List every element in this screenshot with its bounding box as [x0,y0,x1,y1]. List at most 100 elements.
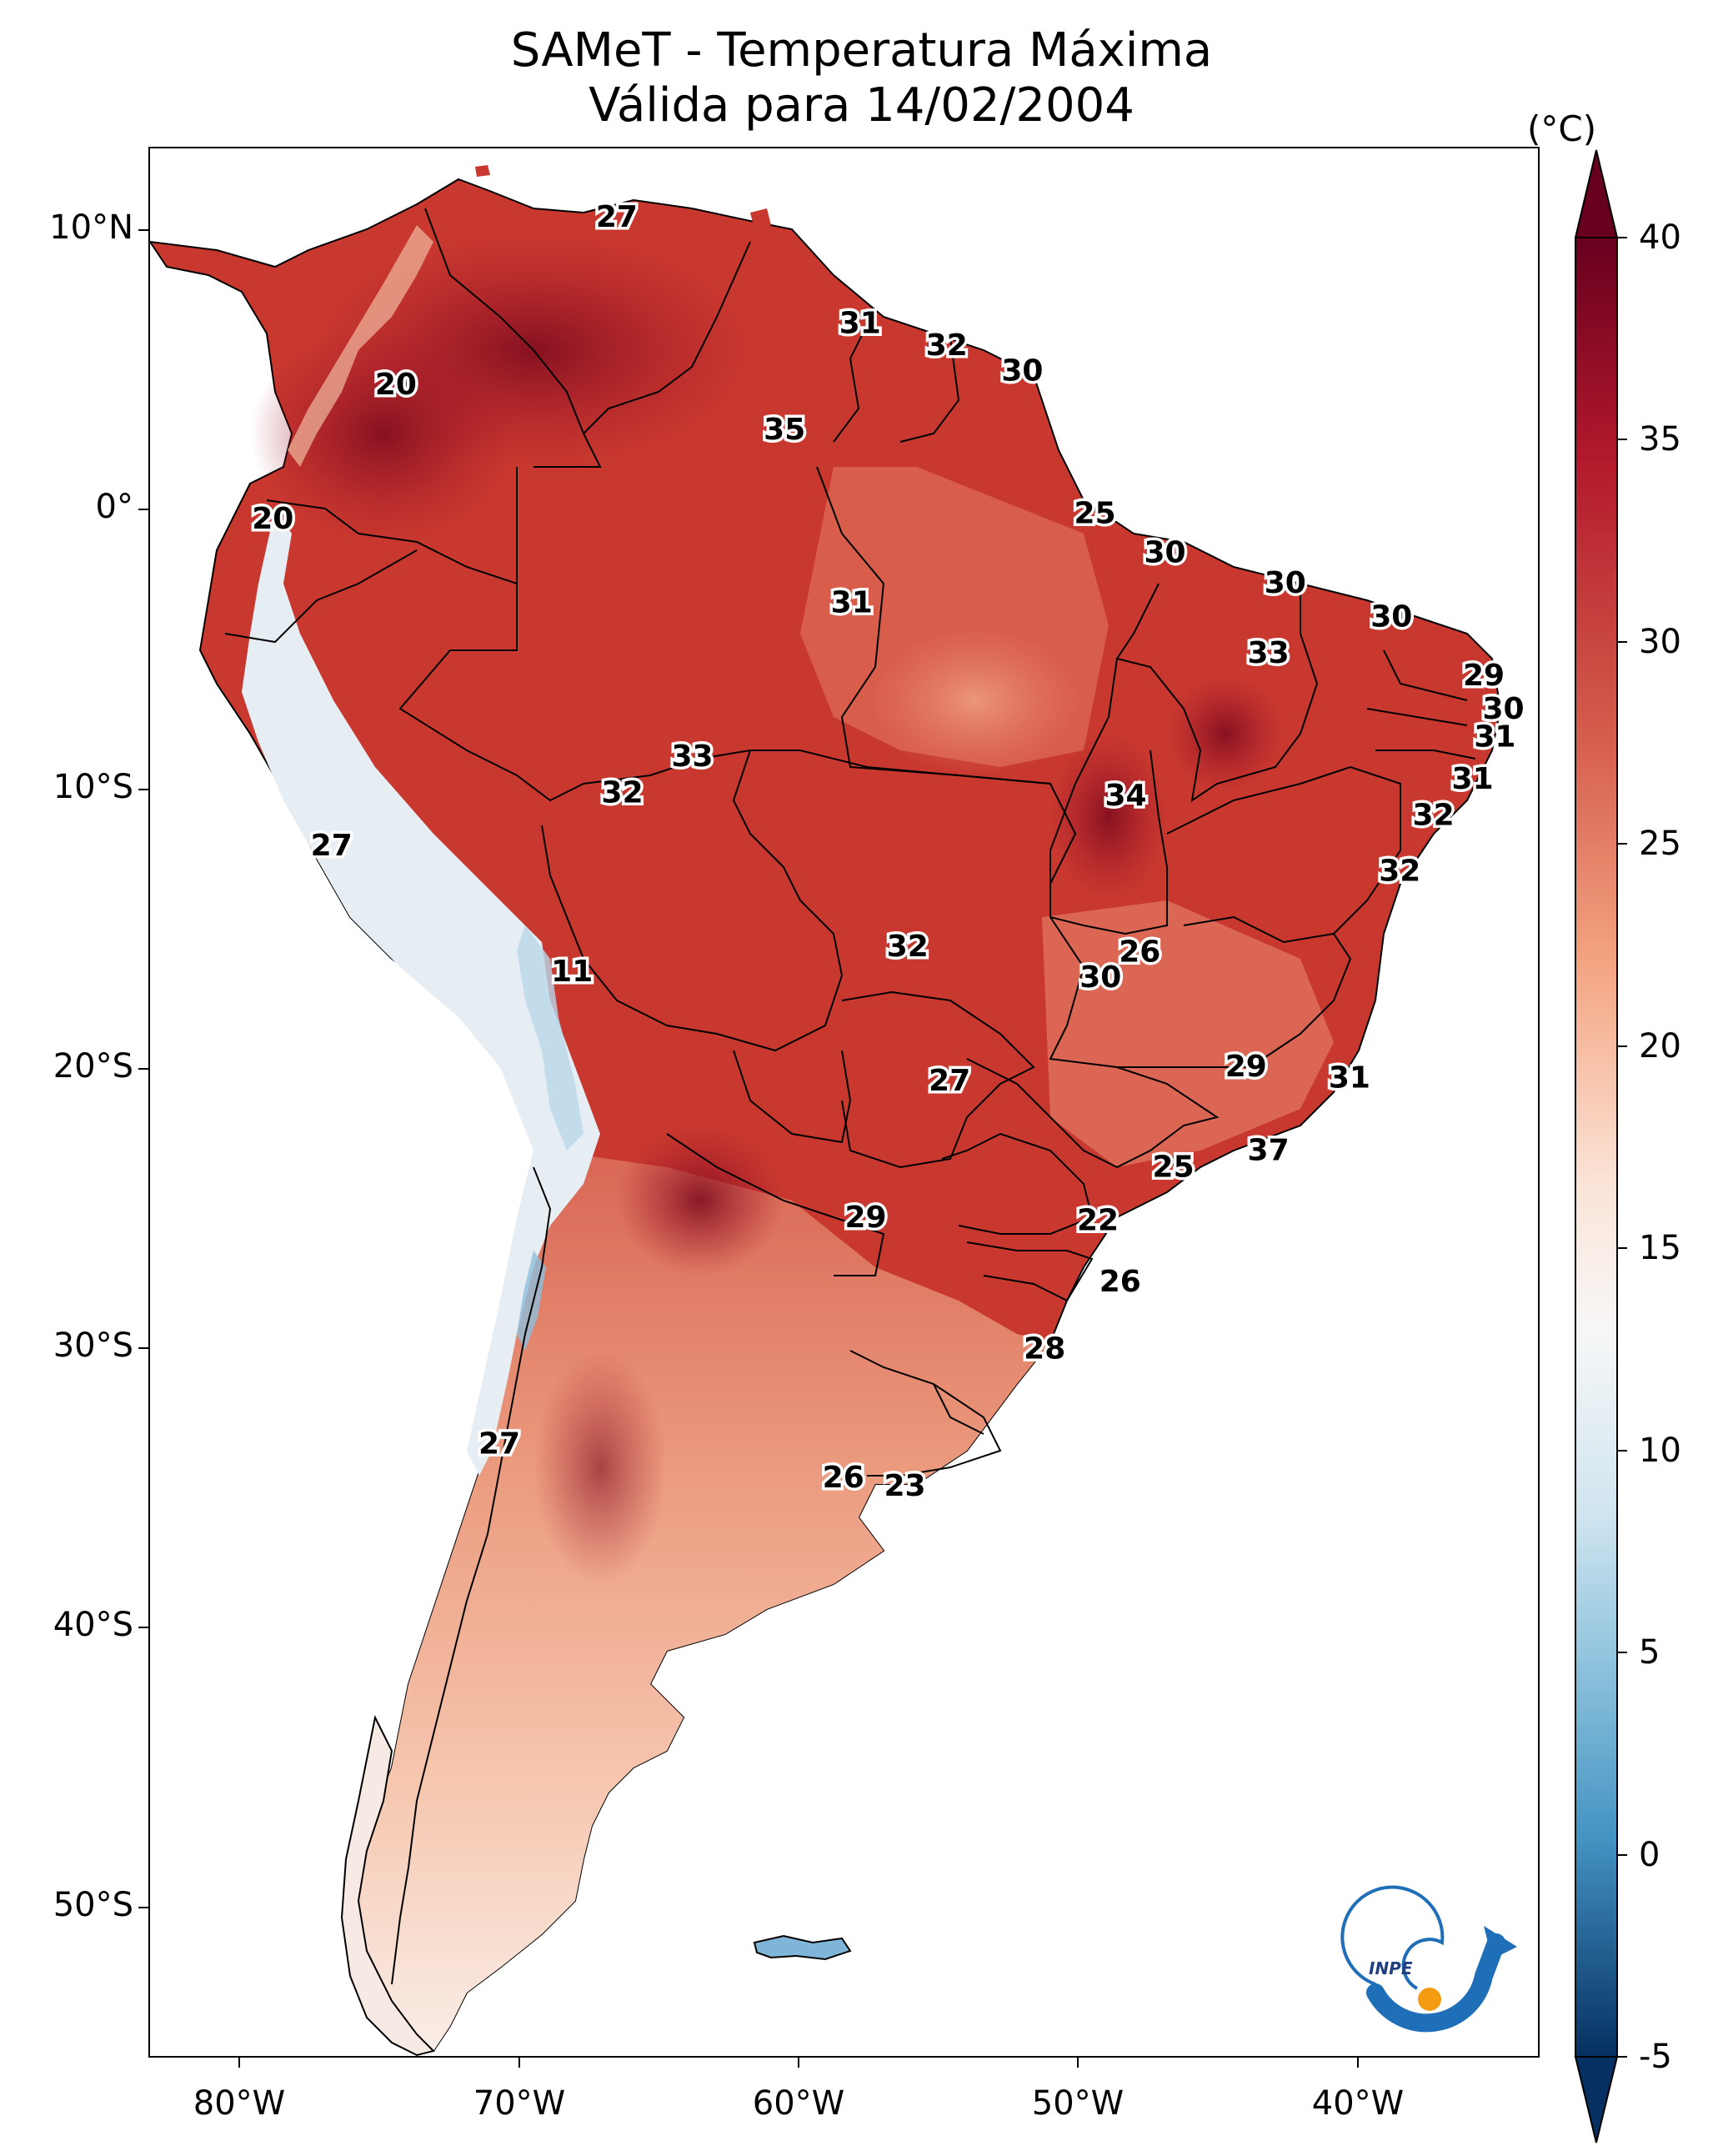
station-label-37: 26 [823,1461,864,1495]
hotspot-pampas [533,1351,667,1584]
logo-arrow-head [1484,1926,1517,1959]
station-label-4: 20 [375,368,417,402]
station-label-30: 37 [1248,1134,1290,1168]
station-label-9: 30 [1265,566,1306,600]
colorbar-body [1575,237,1618,2058]
border-mato-grosso-sul [841,990,1035,1169]
border-brazil-uruguay [933,1383,984,1435]
station-label-38: 23 [884,1469,925,1503]
border-bolivia-paraguay [733,1050,852,1144]
lon-label-50w: 50°W [1031,2084,1124,2123]
colombia-andes-light [288,225,433,467]
lat-label-0: 0° [95,488,133,526]
border-minas-gerais [1049,916,1352,1068]
station-label-33: 22 [1077,1203,1119,1237]
station-label-16: 33 [671,740,713,774]
station-label-24: 26 [1119,935,1160,970]
station-label-17: 31 [1452,762,1494,796]
border-peru-ecuador [224,549,418,644]
border-santa-catarina [966,1241,1094,1302]
border-brazil-bolivia [541,750,844,1052]
station-label-15: 31 [1474,720,1515,755]
station-label-8: 30 [1144,535,1185,569]
lat-label-40s: 40°S [53,1606,133,1644]
hotspot-colombia [250,325,517,542]
station-label-35: 28 [1024,1332,1065,1366]
station-label-34: 26 [1099,1265,1141,1299]
colorbar-tick-30: 30 [1639,623,1681,661]
border-bahia [1166,765,1401,944]
station-label-5: 35 [764,413,805,447]
border-suriname-fguiana [899,337,960,443]
station-label-12: 33 [1248,636,1290,670]
station-label-27: 29 [1225,1050,1267,1084]
map-frame [148,147,1540,2058]
station-label-3: 30 [1001,353,1043,388]
station-label-19: 34 [1104,779,1146,813]
colorbar-tick-5: 5 [1639,1633,1660,1672]
colorbar-top-arrow [1574,149,1619,238]
logo-text: INPE [1369,1958,1413,1978]
andes-blue-streak [517,1251,546,1351]
hotspot-piaui [1167,675,1284,792]
colorbar-tick-35: 35 [1639,420,1681,459]
border-para-mato-grosso [750,750,1077,885]
southern-cone-shading [354,1151,1050,2051]
station-label-32: 29 [844,1201,886,1235]
patagonia-fjords [340,1714,435,2057]
station-label-23: 32 [887,930,929,964]
brazil-southeast-shading [1042,900,1334,1167]
colorbar-tick-0: 0 [1639,1836,1660,1874]
station-label-26: 30 [1079,960,1121,995]
station-label-13: 29 [1463,659,1505,693]
station-label-0: 27 [596,200,638,234]
chart-title: SAMeT - Temperatura Máxima [510,23,1213,78]
lon-label-80w: 80°W [193,2084,286,2123]
lat-label-20s: 20°S [53,1047,133,1086]
border-maranhao-piaui [1115,583,1319,803]
border-peru-brazil [398,584,751,802]
lat-label-10s: 10°S [53,768,133,806]
andes-cold-band [242,509,600,1476]
mild-para [867,625,1084,775]
border-sao-paulo [966,1058,1220,1169]
station-label-28: 27 [929,1064,970,1098]
lon-label-60w: 60°W [752,2084,845,2123]
colorbar-tick-neg5: -5 [1639,2038,1672,2076]
falkland-islands [753,1934,852,1961]
altiplano-cold-core [517,925,584,1151]
chart-subtitle: Válida para 14/02/2004 [589,78,1134,133]
station-label-7: 25 [1074,496,1116,530]
logo-arc-outer [1366,1933,1505,2033]
station-label-11: 30 [1370,599,1412,634]
station-label-31: 25 [1153,1151,1195,1185]
lat-label-30s: 30°S [53,1326,133,1365]
colorbar [1574,149,1627,2143]
border-parana [941,1132,1094,1235]
border-guyana-suriname [833,308,876,443]
station-label-22: 32 [1379,854,1420,888]
station-label-2: 32 [926,328,968,363]
colorbar-unit: (°C) [1527,108,1597,149]
border-tocantins [1049,658,1168,935]
border-venezuela-guyana [583,241,751,434]
station-label-1: 31 [839,306,881,340]
station-label-6: 20 [252,502,293,536]
logo-orange-dot [1418,1988,1441,2011]
colorbar-bottom-arrow [1574,2056,1619,2143]
border-chile-argentina [391,1166,552,1985]
colorbar-tick-10: 10 [1639,1431,1681,1470]
station-label-25: 11 [551,955,593,989]
border-paraguay-argentina [666,1133,885,1276]
station-label-20: 32 [1413,798,1455,832]
station-label-29: 31 [1329,1061,1370,1096]
colorbar-tick-15: 15 [1639,1229,1681,1267]
border-argentina-uruguay [849,1350,1002,1477]
colorbar-tick-40: 40 [1639,218,1681,257]
hotspot-chaco [617,1126,784,1276]
axis-ticks [138,229,1359,2068]
station-label-21: 27 [311,829,353,863]
border-ne-states [1366,649,1476,760]
lat-label-10n: 10°N [49,208,133,247]
